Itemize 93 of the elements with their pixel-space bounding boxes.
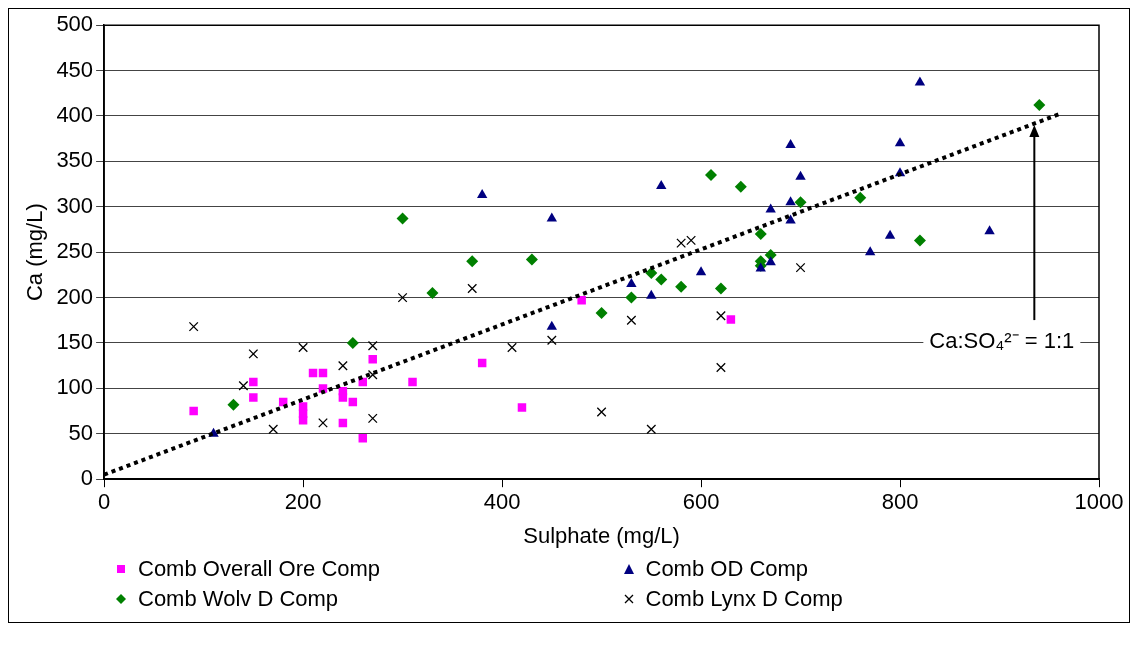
y-axis-title: Ca (mg/L) [22,203,48,302]
point [227,398,240,411]
point [517,403,527,412]
point [249,377,258,387]
y-tick-label: 100 [56,374,94,400]
y-tick-label: 200 [56,283,94,309]
point [577,296,586,305]
x-tick-label: 600 [682,489,720,515]
annotation: Ca:SO₄²⁻ = 1:1 [929,328,1075,354]
point [367,413,378,424]
point [686,235,696,246]
point [676,238,687,249]
point [546,320,557,330]
point [785,196,796,206]
point [894,137,906,147]
point [525,253,538,266]
point [426,287,439,300]
point [734,180,747,193]
point [656,179,667,189]
point [346,337,359,349]
point [754,228,767,241]
point [595,307,608,320]
point [318,418,328,428]
point [655,273,668,286]
y-tick-label: 300 [56,192,94,218]
point [368,355,377,364]
point [397,292,408,303]
point [785,139,796,149]
x-tick-label: 800 [881,489,919,515]
y-tick-label: 400 [56,102,94,128]
point [695,266,707,276]
point [795,262,806,273]
point [645,267,658,280]
point [626,277,637,287]
point [596,407,607,417]
point [794,196,807,209]
point [765,256,776,266]
point [726,315,736,324]
point [367,369,378,380]
x-tick-label: 400 [483,489,521,515]
point [298,342,308,353]
point [984,225,995,235]
legend-label: Comb OD Comp [645,555,809,583]
point [189,406,198,416]
point [714,282,727,295]
point [884,229,896,239]
point [626,315,637,326]
point [268,424,279,435]
point [337,360,348,371]
x-tick-label: 200 [284,489,322,515]
point [467,283,478,294]
y-tick-label: 250 [56,238,94,264]
point [408,377,417,387]
point [358,434,368,443]
x-axis-title: Sulphate (mg/L) [523,522,680,548]
y-tick-label: 450 [56,56,94,82]
point [675,280,688,293]
x-tick-label: 0 [97,489,111,515]
point [396,212,409,225]
x-tick-label: 1000 [1074,489,1124,515]
point [854,191,867,204]
point [914,76,926,86]
point [248,349,259,359]
point [476,189,488,198]
point [298,402,308,411]
point [646,289,657,299]
point [785,214,796,224]
point [249,393,258,402]
point [716,310,726,321]
point [716,362,726,373]
point [507,342,517,353]
y-tick-label: 500 [56,11,94,37]
point [188,321,199,332]
y-tick-label: 50 [68,419,94,445]
y-tick-label: 0 [80,465,94,491]
point [546,335,557,346]
point [466,255,479,268]
point [913,234,926,247]
point [864,246,876,256]
legend-label: Comb Wolv D Comp [138,585,339,613]
point [238,380,249,391]
legend-label: Comb Overall Ore Comp [138,555,381,583]
point [765,203,776,213]
point [795,170,806,180]
point [625,291,638,304]
y-tick-label: 150 [56,329,94,355]
point [1033,99,1046,112]
point [704,169,717,182]
point [367,340,378,351]
point [546,212,557,222]
legend-label: Comb Lynx D Comp [645,585,843,613]
point [646,424,657,435]
y-tick-label: 350 [56,147,94,173]
